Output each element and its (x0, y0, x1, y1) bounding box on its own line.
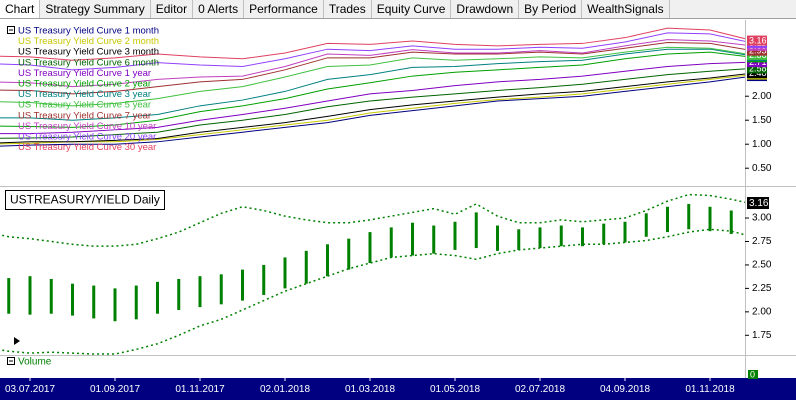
tab[interactable]: Strategy Summary (40, 0, 151, 18)
last-value-label: 2.58 (749, 63, 767, 73)
tab[interactable]: 0 Alerts (193, 0, 245, 18)
legend-entry: US Treasury Yield Curve 10 year (18, 121, 156, 132)
x-tick-label: 01.11.2018 (685, 384, 735, 395)
x-tick-label: 04.09.2018 (600, 384, 650, 395)
y-tick-label: 1.75 (752, 330, 772, 341)
legend-entry: US Treasury Yield Curve 2 month (18, 36, 159, 47)
y-tick-label: 2.25 (752, 283, 772, 294)
tab[interactable]: WealthSignals (582, 0, 670, 18)
legend-entry: US Treasury Yield Curve 3 year (18, 89, 151, 100)
legend-entry: US Treasury Yield Curve 5 year (18, 100, 151, 111)
legend-entry: US Treasury Yield Curve 6 month (18, 57, 159, 68)
pane-title-box (5, 190, 165, 210)
tab[interactable]: Trades (324, 0, 372, 18)
pane-title: USTREASURY/YIELD Daily (10, 193, 160, 207)
y-tick-label: 3.00 (752, 213, 772, 224)
y-tick-label: 1.50 (752, 115, 772, 126)
bottom-pane (0, 193, 745, 355)
series-line (0, 41, 745, 95)
legend-entry: US Treasury Yield Curve 30 year (18, 142, 156, 153)
volume-title: Volume (18, 357, 52, 368)
tab[interactable]: Drawdown (451, 0, 520, 18)
series-line (0, 74, 745, 145)
last-value-label: 3.16 (749, 35, 767, 45)
scroll-arrow[interactable] (14, 337, 20, 345)
legend-entry: US Treasury Yield Curve 1 month (18, 26, 159, 37)
y-tick-label: 0.50 (752, 163, 772, 174)
volume-last-label: 0 (750, 369, 755, 379)
top-pane (0, 27, 745, 147)
band-line (0, 228, 745, 355)
band-line (0, 193, 745, 247)
legend-entry: US Treasury Yield Curve 1 year (18, 68, 151, 79)
volume-last-box (748, 370, 758, 379)
series-line (0, 46, 745, 107)
last-price-label: 3.16 (749, 198, 769, 209)
series-line (0, 32, 745, 71)
tab[interactable]: Performance (244, 0, 324, 18)
series-line (0, 73, 745, 144)
x-tick-label: 01.05.2018 (430, 384, 480, 395)
y-tick-label: 2.75 (752, 236, 772, 247)
tab[interactable]: Equity Curve (372, 0, 452, 18)
y-tick-label: 2.50 (752, 260, 772, 271)
last-value-label-box (747, 35, 767, 46)
y-tick-label: 2.00 (752, 306, 772, 317)
x-tick-label: 02.07.2018 (515, 384, 565, 395)
tab[interactable]: Chart (0, 0, 41, 18)
date-axis-bar (0, 378, 796, 400)
series-line (0, 51, 745, 128)
x-tick-label: 03.07.2017 (5, 384, 55, 395)
series-line (0, 39, 745, 88)
x-tick-label: 01.09.2017 (90, 384, 140, 395)
tab[interactable]: By Period (519, 0, 583, 18)
series-line (0, 61, 745, 135)
x-tick-label: 02.01.2018 (260, 384, 310, 395)
x-tick-label: 01.03.2018 (345, 384, 395, 395)
legend-entry: US Treasury Yield Curve 3 month (18, 47, 159, 58)
y-tick-label: 1.00 (752, 139, 772, 150)
series-line (0, 48, 745, 121)
legend-entry: US Treasury Yield Curve 7 year (18, 110, 151, 121)
legend-entry: US Treasury Yield Curve 2 year (18, 79, 151, 90)
series-line (0, 27, 745, 61)
tab-bar: Chart Strategy Summary Editor 0 Alerts Perfo… (0, 0, 796, 19)
x-tick-label: 01.11.2017 (175, 384, 225, 395)
last-value-label-box (747, 63, 767, 74)
y-tick-label: 2.00 (752, 91, 772, 102)
legend-entry: US Treasury Yield Curve 20 year (18, 132, 156, 143)
series-line (0, 76, 745, 147)
series-line (0, 68, 745, 139)
last-price-box (747, 197, 769, 210)
tab[interactable]: Editor (151, 0, 194, 18)
